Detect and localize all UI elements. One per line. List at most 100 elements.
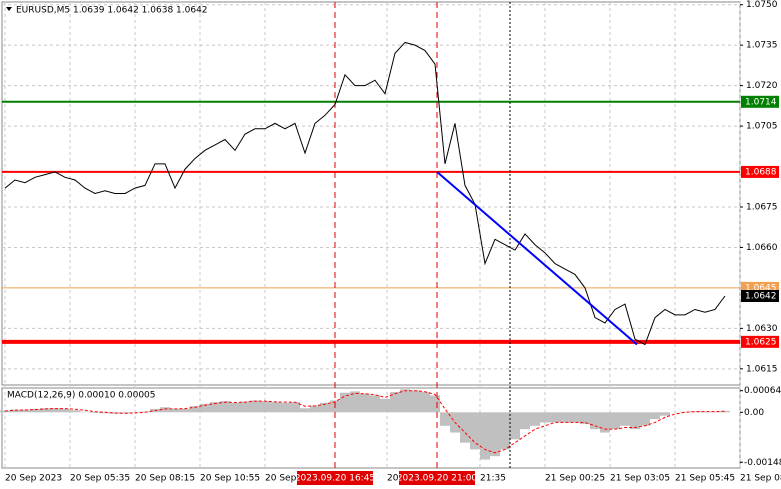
trend-line <box>436 171 638 346</box>
macd-bar <box>260 401 270 413</box>
macd-bar <box>200 403 210 413</box>
macd-bar <box>570 412 580 423</box>
macd-bar <box>270 402 280 413</box>
macd-bar <box>20 409 30 413</box>
macd-bar <box>320 402 330 413</box>
macd-bar <box>620 412 630 426</box>
macd-bar <box>640 412 650 426</box>
macd-bar <box>540 412 550 423</box>
macd-bar <box>610 412 620 430</box>
macd-bar <box>440 412 450 426</box>
macd-bar <box>100 412 110 414</box>
macd-tick-label: -0.00148 <box>744 458 781 468</box>
chart-title: EURUSD,M5 1.0639 1.0642 1.0638 1.0642 <box>16 6 208 16</box>
macd-bar <box>60 408 70 413</box>
macd-bar <box>230 402 240 413</box>
time-label: 2023.09.20 16:45 <box>295 474 375 484</box>
macd-bar <box>480 412 490 460</box>
macd-bar <box>90 412 100 413</box>
macd-bar <box>160 407 170 413</box>
level-label: 1.0625 <box>745 337 777 347</box>
macd-bar <box>70 410 80 413</box>
macd-bar <box>420 392 430 413</box>
macd-bar <box>220 401 230 413</box>
level-label: 1.0645 <box>745 283 777 293</box>
price-panel <box>1 1 741 386</box>
time-label: 2023.09.20 21:00 <box>397 474 478 484</box>
macd-bar <box>650 412 660 420</box>
macd-bar <box>120 412 130 414</box>
macd-bar <box>50 408 60 413</box>
menu-arrow <box>6 7 12 11</box>
macd-bar <box>410 390 420 413</box>
macd-bar <box>590 412 600 430</box>
x-tick-label: 20 <box>387 474 399 484</box>
y-tick-label: 1.0660 <box>746 243 778 253</box>
macd-bar <box>0 410 10 413</box>
macd-bar <box>470 412 480 450</box>
x-tick-label: 20 Sep 1 <box>265 474 305 484</box>
macd-bar <box>460 412 470 443</box>
macd-bar <box>710 411 720 413</box>
x-tick-label: 21 Sep 08:25 <box>740 474 781 484</box>
x-tick-label: 20 Sep 10:55 <box>200 474 260 484</box>
macd-bar <box>250 400 260 413</box>
x-tick-label: 21 Sep 03:05 <box>610 474 670 484</box>
macd-bar <box>550 412 560 423</box>
y-tick-label: 1.0750 <box>746 0 778 10</box>
y-tick-label: 1.0720 <box>746 81 778 91</box>
y-tick-label: 1.0735 <box>746 41 778 51</box>
macd-bar <box>600 412 610 433</box>
macd-bar <box>180 408 190 413</box>
macd-bar <box>360 393 370 413</box>
y-tick-label: 1.0615 <box>746 364 778 374</box>
macd-bar <box>370 395 380 413</box>
price-line <box>4 41 726 346</box>
price-label: 1.0642 <box>745 291 777 301</box>
macd-bar <box>190 406 200 413</box>
y-tick-label: 1.0675 <box>746 202 778 212</box>
level-label: 1.0688 <box>745 167 777 177</box>
x-tick-label: 20 Sep 08:15 <box>135 474 195 484</box>
level-label-bg <box>741 335 779 348</box>
macd-bar <box>700 411 710 413</box>
macd-bar <box>580 412 590 425</box>
macd-bar <box>280 402 290 413</box>
macd-tick-label: 0.00 <box>744 408 764 418</box>
macd-bar <box>430 395 440 413</box>
macd-signal <box>4 390 726 454</box>
x-tick-label: 20 Sep 05:35 <box>70 474 130 484</box>
y-tick-label: 1.0630 <box>746 324 778 334</box>
macd-bar <box>40 408 50 413</box>
macd-bar <box>240 401 250 413</box>
time-label-bg <box>297 471 373 485</box>
macd-bar <box>720 410 730 413</box>
macd-bar <box>630 412 640 430</box>
macd-bar <box>500 412 510 450</box>
macd-bar <box>510 412 520 440</box>
macd-bar <box>560 412 570 423</box>
level-label-bg <box>741 95 779 108</box>
macd-bar <box>660 412 670 416</box>
macd-bar <box>80 411 90 413</box>
macd-bar <box>310 405 320 413</box>
x-tick-label: 21 Sep 00:25 <box>545 474 605 484</box>
macd-bar <box>380 398 390 413</box>
time-label-bg <box>399 471 475 485</box>
macd-bar <box>10 409 20 413</box>
macd-bar <box>690 411 700 413</box>
macd-bar <box>30 408 40 413</box>
x-tick-label: 21 Sep 05:45 <box>675 474 735 484</box>
macd-bar <box>340 392 350 413</box>
macd-tick-label: 0.00064 <box>744 386 781 396</box>
price-label-bg <box>741 289 779 302</box>
level-label: 1.0714 <box>745 97 777 107</box>
macd-bar <box>400 389 410 413</box>
macd-title: MACD(12,26,9) 0.00010 0.00005 <box>7 391 156 401</box>
macd-bar <box>680 411 690 413</box>
macd-bar <box>210 402 220 413</box>
macd-bar <box>350 391 360 413</box>
